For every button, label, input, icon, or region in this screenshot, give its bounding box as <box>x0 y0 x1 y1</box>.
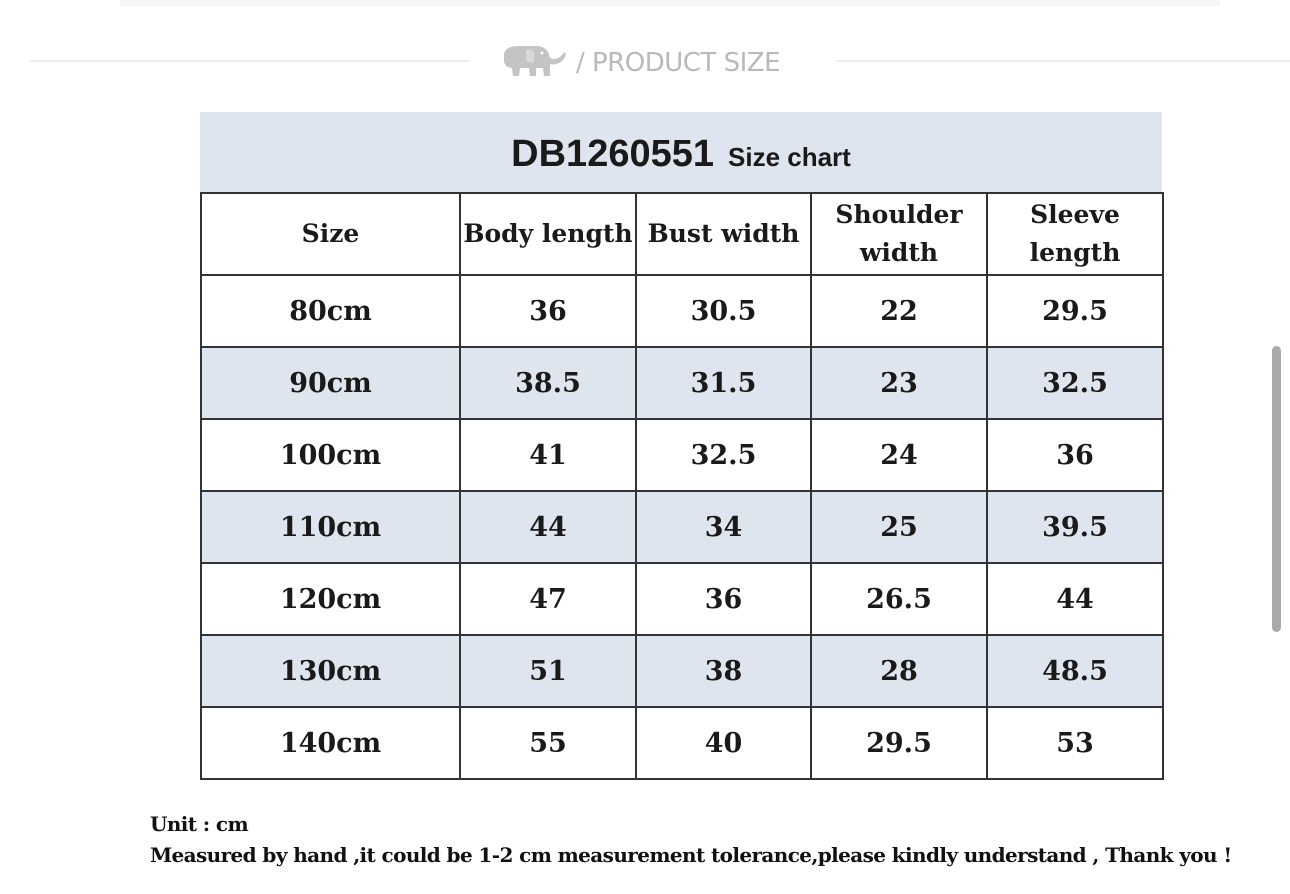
size-cell: 130cm <box>200 634 461 708</box>
chart-title-suffix: Size chart <box>728 141 851 172</box>
shoulder-width-cell: 22 <box>810 274 988 348</box>
column-header-size: Size <box>200 192 461 276</box>
sleeve-length-cell: 48.5 <box>986 634 1164 708</box>
body-length-cell: 41 <box>459 418 637 492</box>
table-row: 110cm 44 34 25 39.5 <box>200 490 1164 564</box>
unit-note: Unit : cm <box>150 812 249 836</box>
size-cell: 140cm <box>200 706 461 780</box>
body-length-cell: 36 <box>459 274 637 348</box>
table-row: 130cm 51 38 28 48.5 <box>200 634 1164 708</box>
scrollbar-thumb[interactable] <box>1272 346 1281 632</box>
shoulder-width-cell: 29.5 <box>810 706 988 780</box>
tolerance-note: Measured by hand ,it could be 1-2 cm mea… <box>150 843 1232 867</box>
column-header-sleeve-length: Sleeve length <box>986 192 1164 276</box>
table-header-row: Size Body length Bust width Shoulder wid… <box>200 192 1164 276</box>
chart-title: DB1260551 Size chart <box>511 133 851 176</box>
shoulder-width-cell: 23 <box>810 346 988 420</box>
sleeve-length-cell: 53 <box>986 706 1164 780</box>
table-row: 100cm 41 32.5 24 36 <box>200 418 1164 492</box>
product-code: DB1260551 <box>511 132 714 175</box>
size-table: Size Body length Bust width Shoulder wid… <box>200 192 1164 780</box>
bust-width-cell: 40 <box>635 706 812 780</box>
table-row: 120cm 47 36 26.5 44 <box>200 562 1164 636</box>
sleeve-length-cell: 29.5 <box>986 274 1164 348</box>
bust-width-cell: 34 <box>635 490 812 564</box>
header-rule-right <box>836 60 1290 62</box>
shoulder-width-cell: 25 <box>810 490 988 564</box>
header-center: / PRODUCT SIZE <box>496 40 781 86</box>
top-divider-strip <box>120 0 1220 6</box>
table-row: 90cm 38.5 31.5 23 32.5 <box>200 346 1164 420</box>
body-length-cell: 38.5 <box>459 346 637 420</box>
shoulder-width-cell: 24 <box>810 418 988 492</box>
bust-width-cell: 30.5 <box>635 274 812 348</box>
body-length-cell: 51 <box>459 634 637 708</box>
bust-width-cell: 32.5 <box>635 418 812 492</box>
size-cell: 120cm <box>200 562 461 636</box>
chart-title-band: DB1260551 Size chart <box>200 112 1162 192</box>
column-header-body-length: Body length <box>459 192 637 276</box>
size-cell: 80cm <box>200 274 461 348</box>
size-cell: 90cm <box>200 346 461 420</box>
table-row: 140cm 55 40 29.5 53 <box>200 706 1164 780</box>
shoulder-width-cell: 28 <box>810 634 988 708</box>
size-chart: DB1260551 Size chart Size Body length Bu… <box>200 112 1164 796</box>
section-title: / PRODUCT SIZE <box>576 48 781 78</box>
bust-width-cell: 38 <box>635 634 812 708</box>
column-header-bust-width: Bust width <box>635 192 812 276</box>
elephant-icon <box>504 46 566 76</box>
header-rule-left <box>30 60 470 62</box>
size-cell: 110cm <box>200 490 461 564</box>
body-length-cell: 47 <box>459 562 637 636</box>
sleeve-length-cell: 39.5 <box>986 490 1164 564</box>
shoulder-width-cell: 26.5 <box>810 562 988 636</box>
sleeve-length-cell: 32.5 <box>986 346 1164 420</box>
column-header-shoulder-width: Shoulder width <box>810 192 988 276</box>
body-length-cell: 44 <box>459 490 637 564</box>
table-row: 80cm 36 30.5 22 29.5 <box>200 274 1164 348</box>
sleeve-length-cell: 36 <box>986 418 1164 492</box>
bust-width-cell: 31.5 <box>635 346 812 420</box>
size-cell: 100cm <box>200 418 461 492</box>
body-length-cell: 55 <box>459 706 637 780</box>
section-header: / PRODUCT SIZE <box>30 40 1290 86</box>
bust-width-cell: 36 <box>635 562 812 636</box>
sleeve-length-cell: 44 <box>986 562 1164 636</box>
